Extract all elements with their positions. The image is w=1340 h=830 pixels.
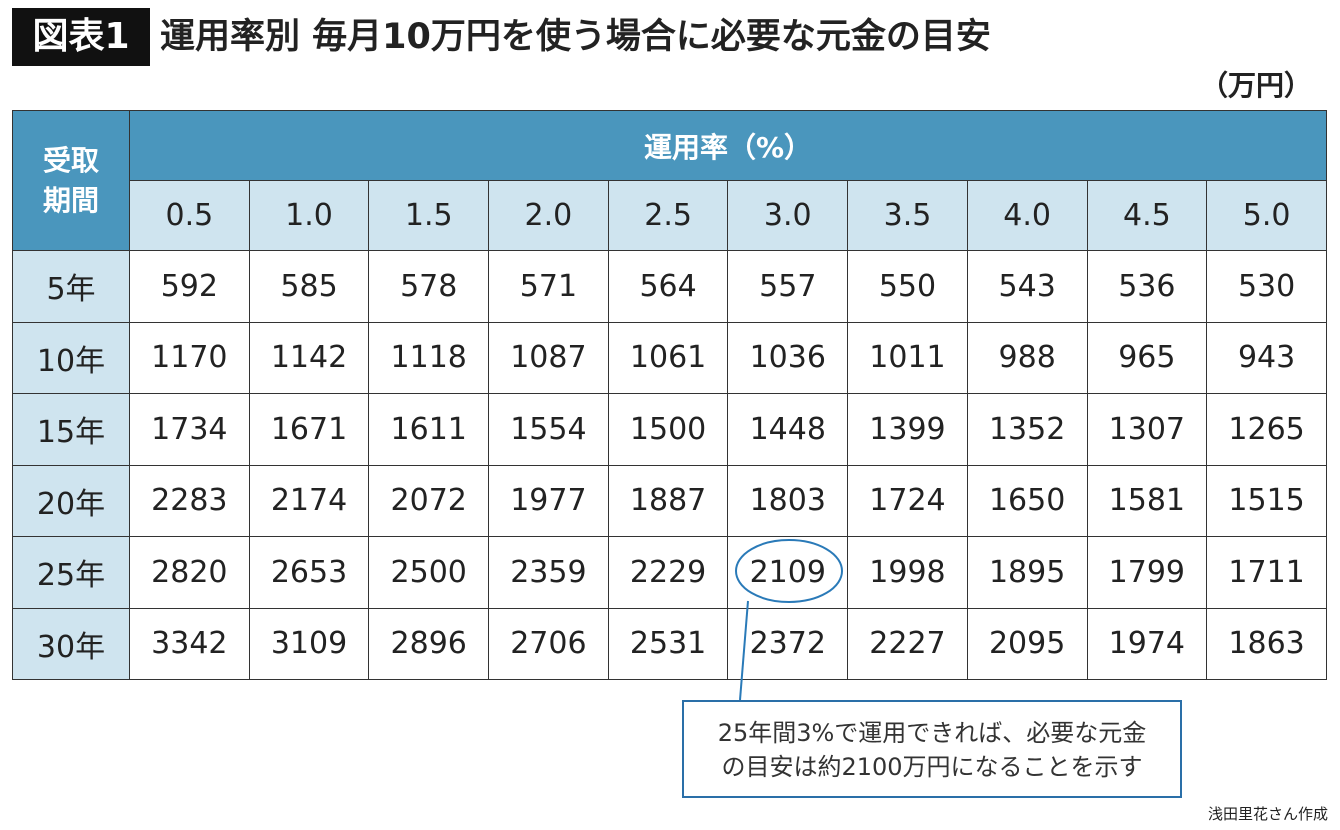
cell: 2896 (368, 607, 490, 680)
row-header: 10年 (12, 321, 130, 394)
column-header: 1.5 (368, 180, 490, 251)
cell: 536 (1086, 250, 1208, 323)
cell: 965 (1086, 321, 1208, 394)
cell: 530 (1206, 250, 1327, 323)
cell: 1895 (966, 536, 1088, 609)
cell: 2109 (727, 536, 849, 609)
column-header: 5.0 (1206, 180, 1327, 251)
table-row: 25年 2820 2653 2500 2359 2229 2109 1998 1895 1799 1… (12, 536, 1327, 609)
cell: 1036 (727, 321, 849, 394)
cell: 571 (488, 250, 609, 323)
cell: 2372 (727, 607, 849, 680)
cell: 557 (727, 250, 849, 323)
cell: 2174 (248, 464, 370, 537)
cell: 1671 (248, 393, 370, 466)
table-row: 10年 1170 1142 1118 1087 1061 1036 1011 988 965 943 (12, 321, 1327, 394)
group-header: 運用率（%） (129, 110, 1327, 181)
cell: 1977 (488, 464, 609, 537)
cell: 592 (129, 250, 250, 323)
column-header: 4.5 (1086, 180, 1208, 251)
cell: 2531 (607, 607, 729, 680)
table-row: 30年 3342 3109 2896 2706 2531 2372 2227 2095 1974 1… (12, 607, 1327, 680)
cell: 2500 (368, 536, 490, 609)
cell: 2229 (607, 536, 729, 609)
cell: 3342 (129, 607, 250, 680)
table-row: 5年 592 585 578 571 564 557 550 543 536 530 (12, 250, 1327, 323)
unit: （万円） (1199, 69, 1312, 102)
column-header: 0.5 (129, 180, 250, 251)
cell: 1352 (966, 393, 1088, 466)
cell: 578 (368, 250, 490, 323)
cell: 3109 (248, 607, 370, 680)
row-header: 30年 (12, 607, 130, 680)
cell: 1142 (248, 321, 370, 394)
title: 運用率別 毎月10万円を使う場合に必要な元金の目安 (160, 17, 991, 57)
source: 浅田里花さん作成 (1207, 805, 1328, 823)
table-row: 15年 1734 1671 1611 1554 1500 1448 1399 1352 1307 1… (12, 393, 1327, 466)
cell: 1087 (488, 321, 609, 394)
cell: 1974 (1086, 607, 1208, 680)
table-row: 20年 2283 2174 2072 1977 1887 1803 1724 1650 1581 1… (12, 464, 1327, 537)
cell: 1170 (129, 321, 250, 394)
cell: 550 (847, 250, 968, 323)
cell: 2653 (248, 536, 370, 609)
cell: 1711 (1206, 536, 1327, 609)
row-header: 15年 (12, 393, 130, 466)
column-header: 1.0 (248, 180, 370, 251)
cell: 2283 (129, 464, 250, 537)
cell: 1650 (966, 464, 1088, 537)
column-header: 2.5 (607, 180, 729, 251)
cell: 1803 (727, 464, 849, 537)
cell: 1515 (1206, 464, 1327, 537)
data-table: 受取 期間 運用率（%） 0.5 1.0 1.5 2.0 2.5 3.0 3.5 4.0 4.5 5… (12, 110, 1327, 680)
column-header: 3.0 (727, 180, 849, 251)
cell: 2095 (966, 607, 1088, 680)
cell: 1734 (129, 393, 250, 466)
cell: 2820 (129, 536, 250, 609)
cell: 1500 (607, 393, 729, 466)
row-header: 5年 (12, 250, 130, 323)
cell: 1799 (1086, 536, 1208, 609)
cell: 543 (966, 250, 1088, 323)
cell: 1399 (847, 393, 968, 466)
cell: 2706 (488, 607, 609, 680)
cell: 1887 (607, 464, 729, 537)
cell: 1611 (368, 393, 490, 466)
row-header: 25年 (12, 536, 130, 609)
cell: 988 (966, 321, 1088, 394)
cell: 1061 (607, 321, 729, 394)
cell: 1307 (1086, 393, 1208, 466)
cell: 2359 (488, 536, 609, 609)
callout: 25年間3%で運用できれば、必要な元金 の目安は約2100万円になることを示す (682, 700, 1182, 798)
cell: 1265 (1206, 393, 1327, 466)
corner-header: 受取 期間 (12, 110, 130, 251)
cell: 1554 (488, 393, 609, 466)
cell: 2227 (847, 607, 968, 680)
cell: 585 (248, 250, 370, 323)
cell: 1118 (368, 321, 490, 394)
column-header: 4.0 (966, 180, 1088, 251)
cell: 564 (607, 250, 729, 323)
cell: 1863 (1206, 607, 1327, 680)
column-header: 3.5 (847, 180, 968, 251)
cell: 2072 (368, 464, 490, 537)
row-header: 20年 (12, 464, 130, 537)
cell: 1724 (847, 464, 968, 537)
cell: 1011 (847, 321, 968, 394)
column-header: 2.0 (488, 180, 609, 251)
figure-label: 図表1 (12, 8, 150, 66)
cell: 1581 (1086, 464, 1208, 537)
cell: 1998 (847, 536, 968, 609)
cell: 1448 (727, 393, 849, 466)
cell: 943 (1206, 321, 1327, 394)
